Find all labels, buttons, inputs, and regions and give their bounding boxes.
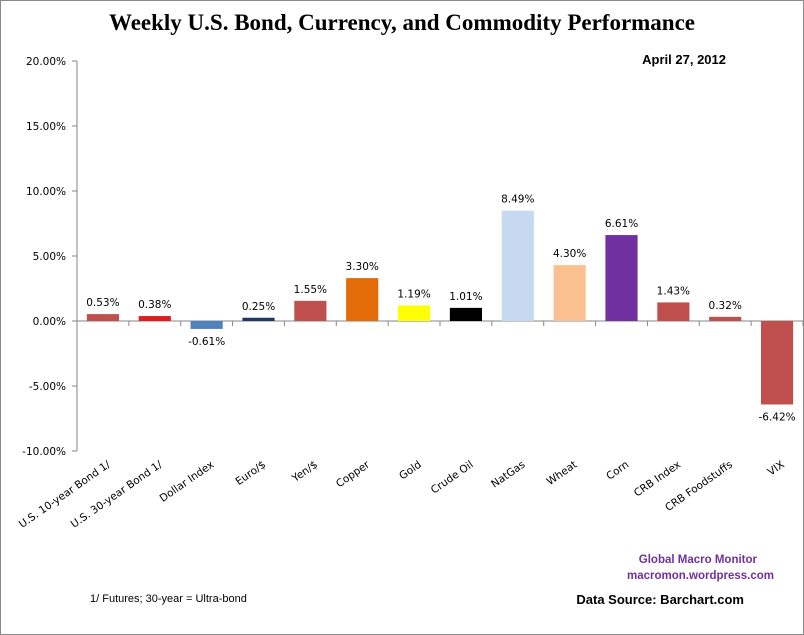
data-label: -6.42% — [758, 411, 795, 423]
y-tick-label: -10.00% — [22, 446, 66, 458]
y-tick-label: 20.00% — [26, 56, 66, 68]
data-label: 6.61% — [605, 218, 638, 230]
y-tick-label: 15.00% — [26, 121, 66, 133]
brand-url: macromon.wordpress.com — [627, 570, 774, 582]
footnote: 1/ Futures; 30-year = Ultra-bond — [90, 593, 247, 605]
bars — [86, 210, 794, 405]
brand-name: Global Macro Monitor — [638, 554, 757, 566]
data-label: 1.43% — [657, 285, 690, 297]
x-axis — [76, 320, 804, 326]
category-label: Yen/$ — [289, 459, 320, 486]
data-label: 0.53% — [86, 297, 119, 309]
bar — [242, 317, 275, 321]
bar — [605, 235, 638, 321]
data-label: 0.25% — [242, 301, 275, 313]
category-label: VIX — [766, 459, 787, 479]
chart-title: Weekly U.S. Bond, Currency, and Commodit… — [108, 10, 696, 35]
data-source: Data Source: Barchart.com — [576, 592, 744, 607]
chart-date: April 27, 2012 — [642, 52, 726, 67]
category-label: Wheat — [545, 459, 580, 488]
data-labels: 0.53% 0.38% -0.61% 0.25% 1.55% 3.30% 1.19% 1.01… — [86, 194, 795, 424]
category-label: Crude Oil — [429, 459, 476, 497]
y-tick-label: 5.00% — [33, 251, 66, 263]
category-label: U.S. 30-year Bond 1/ — [69, 458, 165, 530]
category-label: NatGas — [489, 459, 527, 491]
bar — [294, 300, 327, 321]
category-label: U.S. 10-year Bond 1/ — [17, 458, 113, 530]
category-labels: U.S. 10-year Bond 1/U.S. 30-year Bond 1/… — [17, 458, 787, 531]
bar — [86, 314, 120, 321]
category-label: Dollar Index — [158, 459, 217, 505]
y-axis: 20.00% 15.00% 10.00% 5.00% 0.00% -5.00% -10.00… — [22, 56, 78, 458]
bar — [657, 302, 690, 321]
brand-credit: Global Macro Monitor macromon.wordpress.… — [627, 552, 774, 584]
data-label: 1.01% — [449, 291, 482, 303]
data-label: 8.49% — [501, 194, 534, 206]
data-label: 0.32% — [709, 300, 742, 312]
y-tick-label: 10.00% — [26, 186, 66, 198]
category-label: Gold — [397, 459, 424, 483]
data-label: 3.30% — [346, 261, 379, 273]
bar — [397, 305, 431, 321]
bar — [501, 210, 534, 321]
bar — [138, 316, 171, 321]
bar — [553, 265, 586, 321]
category-label: CRB Index — [632, 459, 683, 500]
y-tick-label: 0.00% — [33, 316, 66, 328]
data-label: 1.19% — [397, 289, 430, 301]
y-tick-label: -5.00% — [29, 381, 66, 393]
category-label: Copper — [334, 458, 372, 490]
data-label: -0.61% — [188, 336, 225, 348]
bar — [346, 278, 379, 321]
category-label: Corn — [604, 459, 631, 483]
bar — [709, 316, 742, 321]
bar — [760, 321, 794, 405]
data-label: 1.55% — [294, 284, 327, 296]
data-label: 4.30% — [553, 248, 586, 260]
bar — [190, 321, 223, 329]
bar — [449, 307, 483, 321]
data-label: 0.38% — [138, 299, 171, 311]
category-label: Euro/$ — [233, 459, 268, 488]
